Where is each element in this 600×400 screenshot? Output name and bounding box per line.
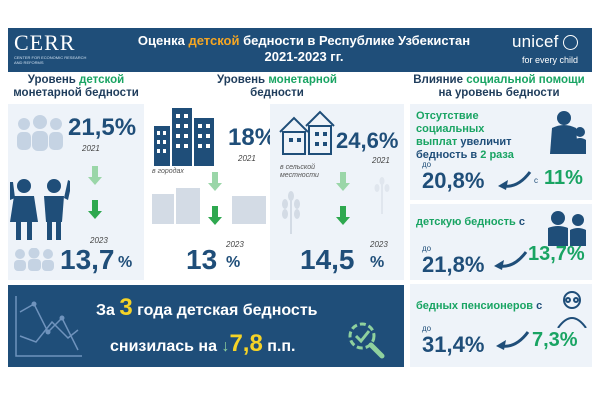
- summary-l2-pre: снизилась на: [110, 338, 222, 355]
- title-years: 2021-2023 гг.: [264, 49, 344, 64]
- curved-arrow-icon-3: [496, 331, 530, 350]
- arrow-down-icon: [88, 200, 102, 222]
- summary-l2-post: п.п.: [262, 338, 296, 355]
- children-icon: [10, 179, 70, 240]
- colh3-pre: Влияние: [413, 74, 467, 86]
- summary-l1-num: 3: [119, 294, 133, 321]
- rural-note: в сельской местности: [280, 164, 319, 179]
- urban-2021-year: 2021: [238, 154, 256, 163]
- social-b2-c: с: [515, 216, 525, 228]
- social-b1-l2b: увеличит: [460, 136, 512, 148]
- social-b3-c: с: [533, 300, 543, 312]
- village-houses-icon: [279, 110, 335, 155]
- social-b2-from: 13,7%: [528, 243, 585, 265]
- trend-chart-icon: [15, 296, 82, 357]
- rural-2021-year: 2021: [372, 156, 390, 165]
- cerr-logo-subtitle: CENTER FOR ECONOMIC RESEARCH AND REFORMS: [14, 55, 87, 65]
- social-b1-pre-from: с: [534, 176, 538, 185]
- rural-2023-pct: %: [370, 254, 385, 271]
- header-bar: [8, 28, 592, 72]
- social-b3-pre-to: до: [422, 324, 432, 333]
- curved-arrow-icon: [498, 171, 532, 190]
- rural-2023-year: 2023: [370, 240, 388, 249]
- curved-arrow-icon-2: [494, 251, 528, 270]
- social-b3-label: бедных пенсионеров: [416, 300, 534, 312]
- colh2-pre: Уровень: [217, 74, 269, 86]
- summary-l1-post: года детская бедность: [132, 302, 318, 319]
- cerr-logo: CERR: [14, 30, 76, 55]
- panel-social-3: [410, 284, 592, 367]
- child-2021-value: 21,5%: [68, 114, 137, 141]
- pensioner-icon: [557, 291, 587, 328]
- child-2023-value: 13,7: [60, 244, 115, 275]
- unicef-logo: unicef: [512, 32, 559, 51]
- title-pre: Оценка: [137, 33, 189, 48]
- column-header-social: Влияние социальной помощи на уровень бед…: [404, 74, 594, 99]
- summary-arrow-down-icon: ↓: [221, 338, 230, 355]
- unicef-globe-icon: [563, 35, 578, 50]
- social-block3-text: бедных пенсионеров с: [416, 300, 542, 313]
- social-b1-l3b: 2 раза: [480, 149, 514, 161]
- column-header-monetary: Уровень монетарной бедности: [150, 74, 404, 99]
- urban-2021-value: 18%: [228, 124, 277, 151]
- wheat-icon: [282, 191, 300, 234]
- summary-l1-pre: За: [96, 302, 120, 319]
- urban-2023-value: 13: [186, 244, 218, 275]
- unicef-tagline: for every child: [522, 55, 579, 65]
- urban-2023-pct: %: [226, 254, 241, 271]
- title-accent: детской: [188, 33, 240, 48]
- child-2023-year: 2023: [90, 236, 108, 245]
- magnifier-check-icon: [348, 322, 385, 359]
- colh1-pre: Уровень: [27, 74, 80, 86]
- column-header-child: Уровень детской монетарной бедности: [8, 74, 144, 99]
- people-group-small-icon: [14, 248, 54, 271]
- urban-2023-year: 2023: [226, 240, 244, 249]
- social-b1-l2a: выплат: [416, 136, 461, 148]
- social-block1-text: Отсутствие социальных выплат увеличит бе…: [416, 110, 546, 162]
- colh1-accent: детской: [79, 74, 125, 86]
- colh2-line2: бедности: [250, 87, 304, 99]
- rural-2021-value: 24,6%: [336, 128, 399, 153]
- social-b1-l3a: бедность в: [416, 149, 481, 161]
- summary-l2-num: 7,8: [229, 330, 263, 357]
- wheat-small-icon: [374, 177, 390, 214]
- colh3-accent: социальной помощи: [466, 74, 585, 86]
- social-b2-pre-to: до: [422, 244, 432, 253]
- social-b1-l1: Отсутствие социальных: [416, 110, 485, 135]
- social-b1-from: 11%: [544, 167, 583, 189]
- people-group-icon: [17, 115, 63, 151]
- mother-child-icon: [550, 111, 586, 154]
- social-b1-to: 20,8%: [422, 168, 485, 193]
- colh2-accent: монетарной: [268, 74, 337, 86]
- child-2023-pct: %: [118, 254, 133, 271]
- colh1-line2: монетарной бедности: [13, 87, 139, 99]
- summary-panel: [8, 285, 404, 367]
- page-title: Оценка детской бедности в Республике Узб…: [108, 33, 500, 65]
- social-b1-pre-to: до: [422, 160, 432, 169]
- social-b2-label: детскую бедность: [416, 216, 516, 228]
- social-b3-from: 7,3%: [532, 329, 578, 351]
- city-buildings-faded-icon: [152, 188, 200, 224]
- title-post: бедности в Республике Узбекистан: [239, 33, 471, 48]
- summary-line1: За 3 года детская бедность: [96, 296, 318, 321]
- social-block2-text: детскую бедность с: [416, 216, 525, 229]
- building-faded-icon: [232, 196, 266, 224]
- colh3-line2: на уровень бедности: [438, 87, 560, 99]
- social-b2-to: 21,8%: [422, 252, 485, 277]
- urban-note: в городах: [152, 168, 184, 175]
- two-kids-icon: [548, 211, 586, 246]
- rural-arrow-down-icon: [336, 206, 350, 228]
- child-2021-year: 2021: [82, 144, 100, 153]
- arrow-down-icon-light: [88, 166, 102, 188]
- rural-arrow-down-icon-light: [336, 172, 350, 194]
- urban-arrow-down-icon: [208, 206, 222, 228]
- summary-line2: снизилась на ↓7,8 п.п.: [110, 332, 296, 357]
- urban-arrow-down-icon-light: [208, 172, 222, 194]
- social-b3-to: 31,4%: [422, 332, 485, 357]
- rural-2023-value: 14,5: [300, 244, 355, 275]
- city-buildings-icon: [154, 108, 214, 166]
